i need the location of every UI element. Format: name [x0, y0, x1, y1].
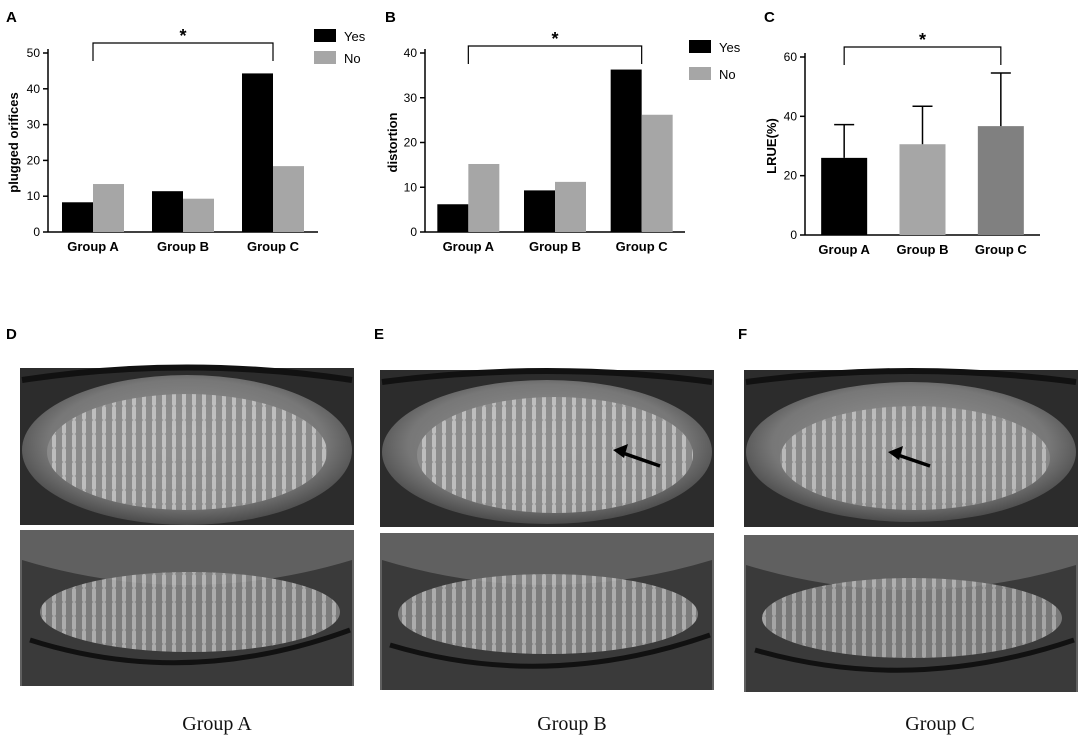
chart-c-ytick-label-2: 40: [784, 109, 798, 123]
photo-group-c: [744, 368, 1078, 692]
chart-b-significance-bracket: [467, 45, 643, 64]
chart-a-ytick-label-2: 20: [27, 153, 41, 167]
chart-b-significance-label: *: [551, 29, 558, 49]
chart-c: 0 20 40 60 LRUE(%) Group A Group B Group C *: [764, 30, 1040, 257]
chart-c-bar-2: [977, 126, 1024, 235]
chart-b-ytick-label-2: 20: [404, 136, 418, 150]
chart-a-category-label-1: Group B: [157, 239, 209, 254]
upper-eyelid-photo-c: [744, 368, 1078, 527]
chart-b-category-label-1: Group B: [529, 239, 581, 254]
chart-a-bar-no-0: [93, 184, 124, 232]
chart-a-bar-no-1: [183, 198, 214, 232]
chart-b-ytick-label-1: 10: [404, 180, 418, 194]
chart-b-bar-yes-1: [524, 190, 555, 232]
chart-a-significance-bracket: [92, 42, 274, 61]
chart-c-ytick-label-1: 20: [784, 169, 798, 183]
chart-b-legend-swatch-0: [689, 40, 711, 53]
chart-b-ytick-label-3: 30: [404, 91, 418, 105]
chart-a-legend-label-1: No: [344, 51, 361, 66]
lower-eyelid-photo-a: [20, 530, 354, 686]
chart-b-ytick-label-4: 40: [404, 46, 418, 60]
chart-c-ytick-label-0: 0: [790, 228, 797, 242]
chart-c-ylabel: LRUE(%): [764, 118, 779, 174]
chart-b-ylabel: distortion: [385, 112, 400, 172]
chart-b-legend-label-0: Yes: [719, 40, 741, 55]
chart-a-ytick-label-4: 40: [27, 82, 41, 96]
chart-b-legend-label-1: No: [719, 67, 736, 82]
chart-b-ytick-label-0: 0: [410, 225, 417, 239]
chart-a-legend-label-0: Yes: [344, 29, 366, 44]
chart-a-ytick-label-5: 50: [27, 46, 41, 60]
upper-eyelid-photo-b: [380, 368, 714, 527]
chart-a-ytick-label-1: 10: [27, 189, 41, 203]
chart-c-bar-0: [821, 157, 868, 235]
chart-b-bar-yes-2: [610, 69, 642, 233]
chart-a-significance-label: *: [179, 26, 186, 46]
chart-b: 0 10 20 30 40 distortion Group A Group B Group C…: [385, 29, 741, 254]
photo-group-b: [380, 368, 714, 690]
panel-letter-c: C: [764, 9, 775, 26]
chart-b-bar-no-0: [468, 163, 500, 232]
chart-a-ylabel: plugged orifices: [6, 92, 21, 192]
panel-letter-a: A: [6, 9, 17, 26]
chart-c-bar-1: [899, 144, 946, 235]
chart-c-significance-label: *: [919, 30, 926, 50]
chart-a-legend-swatch-0: [314, 29, 336, 42]
chart-b-category-label-0: Group A: [443, 239, 495, 254]
panel-letter-f: F: [738, 326, 747, 343]
chart-a-category-label-0: Group A: [67, 239, 119, 254]
chart-a: 0 10 20 30 40 50 plugged orifices Group A Group …: [6, 26, 366, 254]
panel-letter-e: E: [374, 326, 384, 343]
photo-group-a: [20, 364, 354, 686]
chart-c-ytick-label-3: 60: [784, 50, 798, 64]
photo-caption-c: Group C: [905, 713, 974, 735]
chart-a-bar-no-2: [273, 166, 304, 232]
chart-b-category-label-2: Group C: [616, 239, 669, 254]
lower-eyelid-photo-c: [744, 535, 1078, 692]
chart-b-bar-no-1: [555, 181, 586, 232]
chart-a-bar-yes-0: [62, 202, 93, 232]
chart-c-category-label-2: Group C: [975, 242, 1028, 257]
chart-a-legend-swatch-1: [314, 51, 336, 64]
arrow-marker-b: [613, 444, 661, 468]
chart-a-ytick-label-3: 30: [27, 118, 41, 132]
chart-a-bar-yes-1: [152, 191, 183, 232]
photo-caption-a: Group A: [182, 713, 252, 735]
chart-c-category-label-0: Group A: [818, 242, 870, 257]
chart-c-significance-bracket: [843, 46, 1002, 65]
photo-caption-b: Group B: [537, 713, 606, 735]
lower-eyelid-photo-b: [380, 533, 714, 690]
panel-letter-d: D: [6, 326, 17, 343]
chart-b-bar-yes-0: [437, 204, 469, 232]
chart-c-category-label-1: Group B: [897, 242, 949, 257]
chart-a-bar-yes-2: [242, 73, 273, 232]
chart-a-ytick-label-0: 0: [33, 225, 40, 239]
chart-b-legend-swatch-1: [689, 67, 711, 80]
chart-b-bar-no-2: [641, 114, 673, 232]
panel-letter-b: B: [385, 9, 396, 26]
chart-a-category-label-2: Group C: [247, 239, 300, 254]
arrow-marker-c: [888, 446, 931, 468]
upper-eyelid-photo-a: [20, 364, 354, 525]
